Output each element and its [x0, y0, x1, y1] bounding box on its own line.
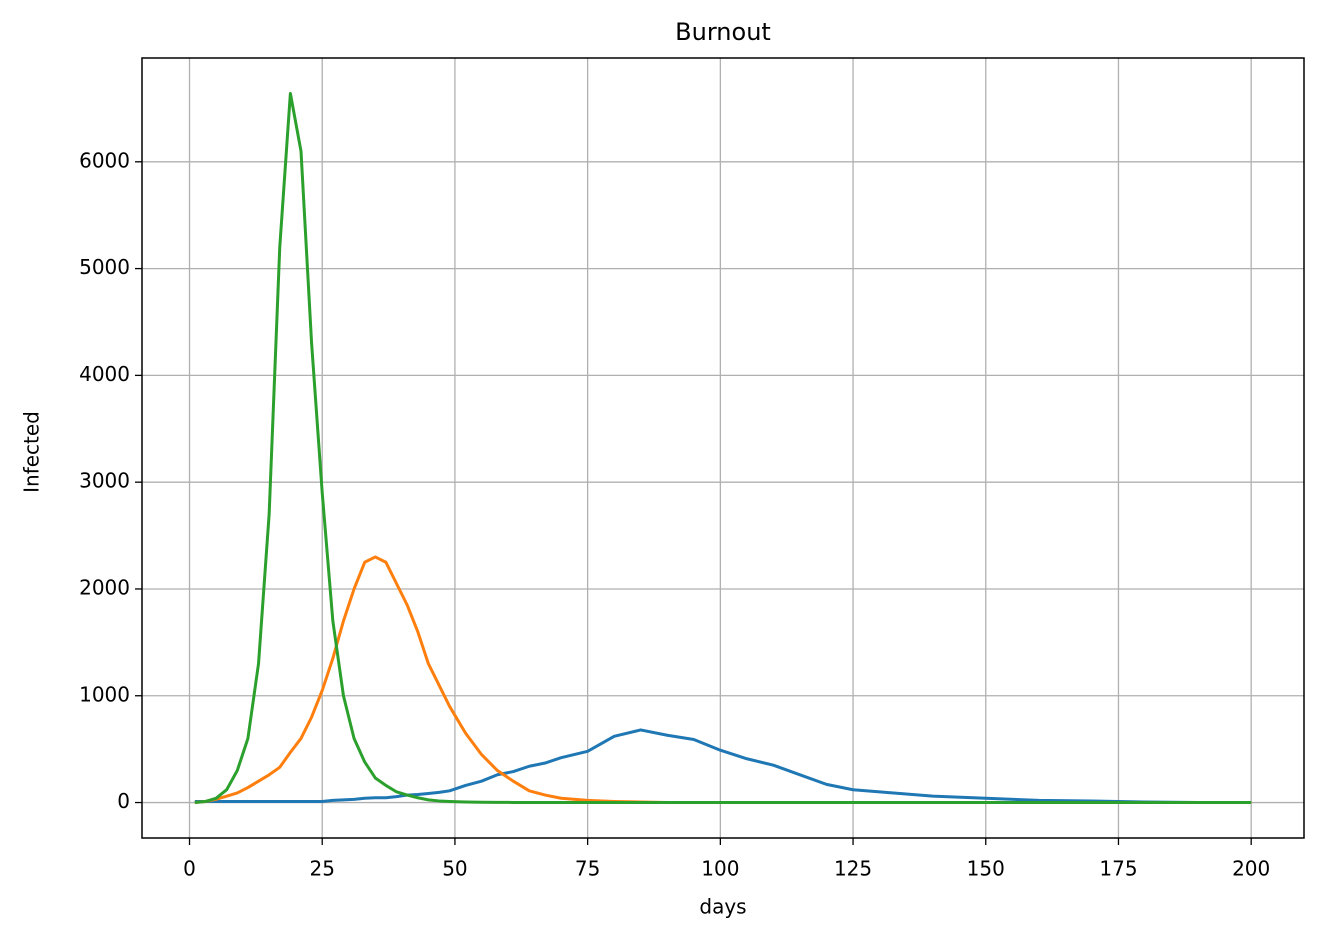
x-tick-label: 100 [701, 857, 739, 881]
y-tick-label: 0 [117, 789, 130, 813]
y-tick-label: 5000 [79, 255, 130, 279]
y-tick-label: 3000 [79, 469, 130, 493]
x-tick-label: 25 [309, 857, 334, 881]
x-tick-label: 175 [1099, 857, 1137, 881]
plot-frame [141, 57, 1305, 839]
series-line [194, 728, 1252, 805]
series-line [194, 91, 1252, 805]
x-axis-label: days [699, 895, 746, 919]
series-line [194, 555, 1252, 805]
y-tick-label: 2000 [79, 575, 130, 599]
x-tick-label: 200 [1232, 857, 1270, 881]
y-tick-label: 4000 [79, 362, 130, 386]
x-tick-label: 0 [183, 857, 196, 881]
x-tick-label: 150 [967, 857, 1005, 881]
y-tick-label: 6000 [79, 148, 130, 172]
x-tick-label: 75 [575, 857, 600, 881]
y-axis-label: Infected [20, 411, 44, 493]
x-tick-label: 50 [442, 857, 467, 881]
chart-title: Burnout [675, 18, 771, 46]
y-tick-label: 1000 [79, 682, 130, 706]
x-tick-label: 125 [834, 857, 872, 881]
